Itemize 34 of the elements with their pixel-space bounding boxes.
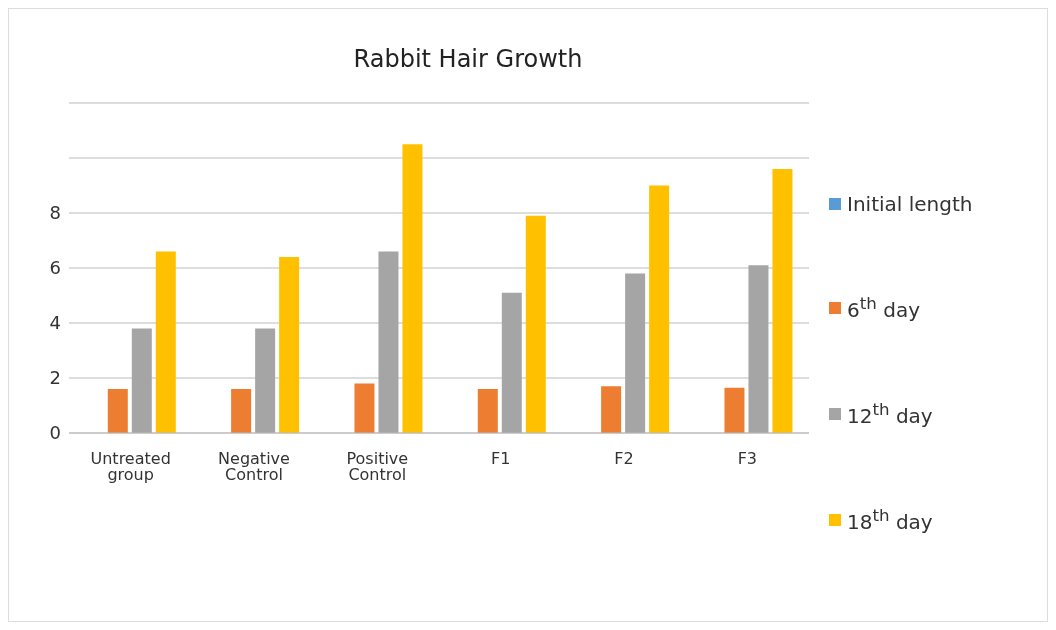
bar — [378, 251, 399, 433]
bar — [724, 387, 745, 433]
bar — [402, 144, 423, 433]
x-tick-label: Negative Control — [218, 449, 290, 485]
y-tick-label: 6 — [49, 257, 61, 279]
x-tick-label: Positive Control — [346, 449, 409, 485]
bar — [155, 251, 176, 433]
legend-label: 18$^{th}$ day — [847, 506, 933, 534]
chart-title: Rabbit Hair Growth — [352, 44, 584, 73]
y-tick-label: 4 — [49, 312, 61, 334]
legend-label: 6$^{th}$ day — [847, 294, 920, 323]
x-tick-label: Untreated group — [90, 449, 171, 485]
bar — [649, 185, 670, 433]
y-tick-label: 8 — [49, 202, 61, 224]
bar — [354, 383, 375, 433]
x-tick-label: F3 — [737, 449, 758, 469]
bar — [231, 389, 252, 433]
y-tick-label: 0 — [49, 422, 61, 444]
bar — [131, 328, 152, 433]
bar — [255, 328, 276, 433]
bar — [772, 169, 793, 433]
bar — [279, 257, 300, 433]
x-tick-label: F2 — [614, 449, 634, 469]
legend-label: 12$^{th}$ day — [847, 400, 933, 428]
bar — [525, 215, 546, 433]
bar — [601, 386, 622, 433]
bar — [625, 273, 646, 433]
bar — [748, 265, 769, 433]
y-tick-label: 2 — [49, 367, 61, 389]
x-tick-label: F1 — [490, 449, 511, 469]
bar — [501, 292, 522, 433]
bar — [107, 389, 128, 433]
bar — [477, 389, 498, 433]
legend-label: Initial length — [847, 192, 973, 217]
